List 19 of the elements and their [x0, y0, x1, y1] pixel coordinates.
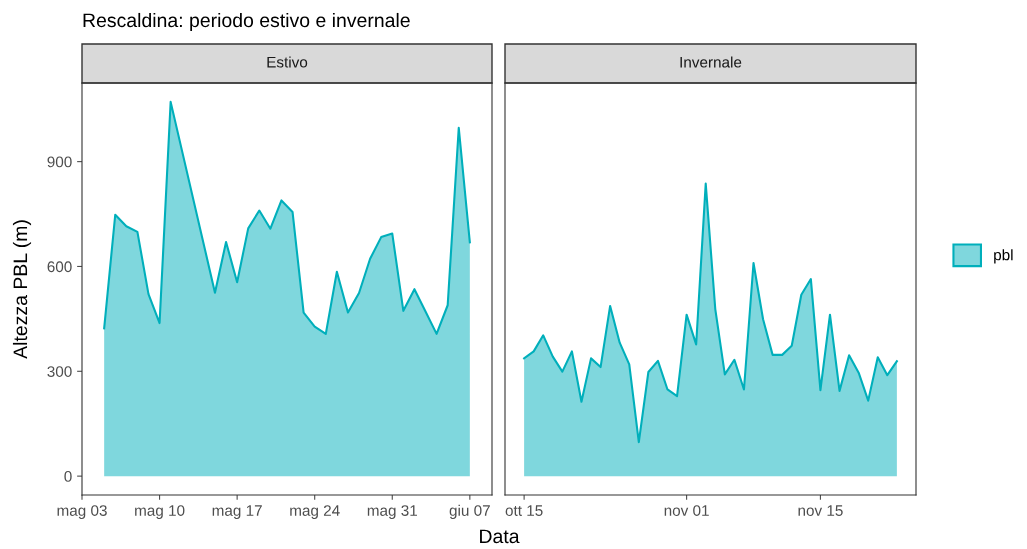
y-tick-label: 0 [64, 471, 72, 482]
y-tick-label: 600 [47, 261, 72, 273]
x-tick-label: nov 01 [664, 505, 709, 516]
x-tick-label: mag 31 [367, 505, 418, 519]
x-tick-label: mag 10 [135, 505, 185, 519]
x-tick-label: mag 17 [212, 505, 262, 519]
y-tick-label: 900 [47, 156, 72, 168]
chart-subtitle: Invernale [680, 56, 742, 68]
legend-label: pbl [994, 249, 1013, 264]
x-axis-title: Data [480, 529, 520, 544]
y-tick-label: 300 [47, 366, 72, 377]
chart-subtitle: Estivo [267, 56, 308, 68]
chart-title: Rescaldina: periodo estivo e invernale [83, 12, 410, 32]
x-tick-label: ott 15 [505, 505, 543, 516]
y-axis-title: Altezza PBL (m) [12, 220, 32, 359]
x-tick-label: mag 03 [57, 505, 107, 519]
x-tick-label: nov 15 [798, 505, 843, 516]
x-tick-label: mag 24 [290, 505, 340, 519]
x-tick-label: giu 07 [449, 504, 490, 519]
